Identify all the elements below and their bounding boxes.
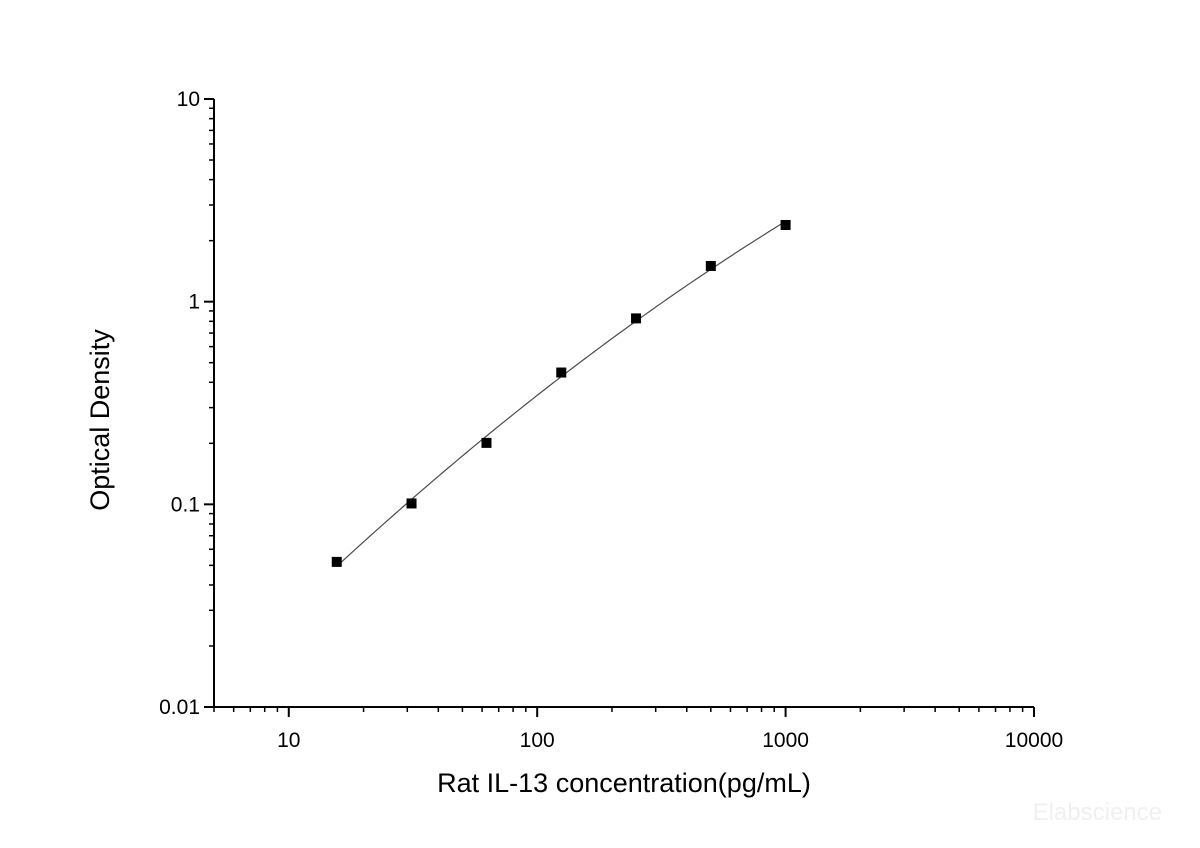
- data-point: [631, 313, 642, 324]
- x-tick-label: 100: [520, 729, 555, 752]
- data-points: [331, 219, 791, 567]
- x-axis-title: Rat IL-13 concentration(pg/mL): [437, 768, 811, 798]
- x-tick-label: 10000: [1005, 729, 1063, 752]
- watermark: Elabscience: [1033, 799, 1162, 826]
- data-point: [780, 219, 791, 230]
- data-point: [705, 260, 716, 271]
- data-point: [556, 367, 567, 378]
- y-axis-ticks: 0.01 0.1 1 10: [159, 88, 214, 719]
- x-axis-ticks: 10 100 1000 10000: [213, 707, 1063, 752]
- data-point: [481, 437, 492, 448]
- y-axis-title: Optical Density: [85, 329, 115, 511]
- data-point: [406, 498, 417, 509]
- data-point: [331, 556, 342, 567]
- y-tick-label: 0.1: [171, 493, 200, 516]
- y-tick-label: 0.01: [159, 696, 200, 719]
- y-tick-label: 10: [177, 88, 200, 111]
- x-tick-label: 1000: [762, 729, 809, 752]
- y-tick-label: 1: [188, 291, 200, 314]
- x-tick-label: 10: [277, 729, 300, 752]
- fit-curve: [336, 220, 786, 567]
